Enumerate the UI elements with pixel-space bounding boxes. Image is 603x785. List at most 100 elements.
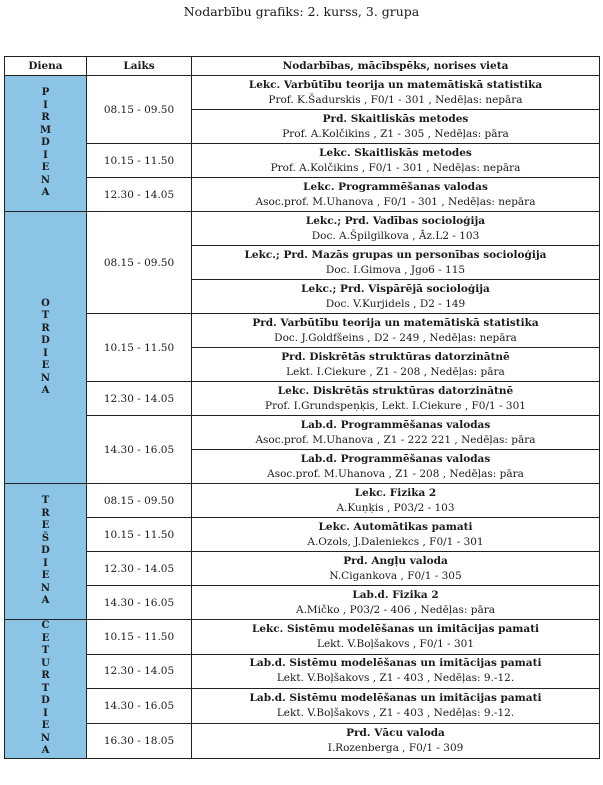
lesson-cell: Prd. Skaitliskās metodes Prof. A.Kolčikin… [191,109,600,144]
lesson-subject: Lab.d. Programmēšanas valodas [300,452,491,465]
lesson-cell: Lekc. Skaitliskās metodes Prof. A.Kolčiki… [191,143,600,178]
lesson-cell: Lekc. Varbūtību teorija un matemātiskā s… [191,75,600,110]
lesson-cell: Lab.d. Sistēmu modelēšanas un imitācijas… [191,653,600,690]
lesson-subject: Lekc. Fizika 2 [354,486,437,499]
lesson-cell: Lekc.; Prd. Vispārējā socioloģija Doc. V.… [191,279,600,314]
lesson-subject: Lab.d. Fizika 2 [352,588,439,601]
time-cell: 12.30 - 14.05 [86,177,192,212]
lesson-subject: Lekc. Sistēmu modelēšanas un imitācijas … [251,622,540,635]
lesson-details: Asoc.prof. M.Uhanova , Z1 - 222 221 , Ne… [255,433,536,446]
lesson-cell: Prd. Varbūtību teorija un matemātiskā st… [191,313,600,348]
lesson-subject: Lekc. Programmēšanas valodas [303,180,488,193]
lesson-subject: Lekc. Varbūtību teorija un matemātiskā s… [248,78,543,91]
table-row: T R E Š D I E N A 08.15 - 09.50 Lekc. Fizika 2 A.Ku… [4,483,600,620]
time-cell: 12.30 - 14.05 [86,381,192,416]
lesson-cell: Prd. Vācu valoda I.Rozenberga , F0/1 - 30… [191,722,600,759]
lesson-cell: Lab.d. Fizika 2 A.Mičko , P03/2 - 406 , N… [191,585,600,620]
table-row: 10.15 - 11.50 Lekc. Automātikas pamati A.O… [5,517,600,552]
lesson-details: Doc. A.Špilgilkova , Āz.L2 - 103 [311,229,480,242]
header-lesson: Nodarbības, mācībspēks, norises vieta [191,56,600,76]
time-cell: 12.30 - 14.05 [86,653,192,690]
table-row: Lekc.; Prd. Vispārējā socioloģija Doc. V.… [5,279,600,314]
lesson-cell: Lekc. Sistēmu modelēšanas un imitācijas … [191,619,600,655]
table-row: Lab.d. Programmēšanas valodas Asoc.prof. … [5,449,600,484]
lesson-cell: Prd. Diskrētās struktūras datorzinātnē Le… [191,347,600,382]
table-row: 12.30 - 14.05 Lab.d. Sistēmu modelēšanas … [5,653,600,690]
lesson-details: Lekt. I.Ciekure , Z1 - 208 , Nedēļas: pā… [286,365,505,378]
table-row: Prd. Diskrētās struktūras datorzinātnē Le… [5,347,600,382]
lesson-details: Doc. I.Gimova , Jgo6 - 115 [325,263,466,276]
lesson-details: Doc. J.Goldfšeins , D2 - 249 , Nedēļas: … [274,331,517,344]
lesson-cell: Lekc. Automātikas pamati A.Ozols, J.Dalen… [191,517,600,552]
lesson-cell: Lekc. Programmēšanas valodas Asoc.prof. M… [191,177,600,212]
lesson-subject: Prd. Varbūtību teorija un matemātiskā st… [252,316,539,329]
table-row: O T R D I E N A 08.15 - 09.50 Lekc.; Prd. Vadības… [4,211,600,484]
lesson-subject: Lab.d. Sistēmu modelēšanas un imitācijas… [249,657,542,670]
lesson-subject: Lekc.; Prd. Mazās grupas un personības s… [244,248,547,261]
lesson-subject: Lekc. Skaitliskās metodes [319,146,472,159]
lesson-cell: Lekc.; Prd. Mazās grupas un personības s… [191,245,600,280]
lesson-details: A.Kuņķis , P03/2 - 103 [336,501,455,514]
time-cell: 16.30 - 18.05 [86,722,192,759]
table-row: 10.15 - 11.50 Prd. Varbūtību teorija un m… [5,313,600,382]
table-row: C E T U R T D I E N A 10.15 - 11.50 Lekc. Sistēmu mo… [4,619,600,759]
lesson-details: I.Rozenberga , F0/1 - 309 [327,741,464,754]
time-cell: 08.15 - 09.50 [86,211,192,314]
lesson-cell: Lekc. Fizika 2 A.Kuņķis , P03/2 - 103 [191,483,600,518]
lesson-subject: Lekc.; Prd. Vadības socioloģija [305,214,486,227]
table-row: 16.30 - 18.05 Prd. Vācu valoda I.Rozenberg… [5,722,600,759]
time-cell: 10.15 - 11.50 [86,619,192,655]
lesson-subject: Prd. Angļu valoda [343,554,448,567]
lesson-details: Prof. I.Grundspeņķis, Lekt. I.Ciekure , … [265,399,526,412]
table-row: 12.30 - 14.05 Prd. Angļu valoda N.Cigankov… [5,551,600,586]
lesson-details: Lekt. V.Boļšakovs , Z1 - 403 , Nedēļas: … [276,672,515,685]
lesson-details: Asoc.prof. M.Uhanova , F0/1 - 301 , Nedē… [255,195,536,208]
lesson-cell: Lab.d. Programmēšanas valodas Asoc.prof. … [191,449,600,484]
lesson-subject: Lab.d. Programmēšanas valodas [300,418,491,431]
lesson-cell: Lab.d. Sistēmu modelēšanas un imitācijas… [191,688,600,724]
lesson-details: A.Mičko , P03/2 - 406 , Nedēļas: pāra [295,603,495,616]
lesson-details: Lekt. V.Boļšakovs , F0/1 - 301 [316,637,475,650]
lesson-cell: Lekc. Diskrētās struktūras datorzinātnē P… [191,381,600,416]
time-cell: 10.15 - 11.50 [86,517,192,552]
lesson-subject: Prd. Skaitliskās metodes [322,112,469,125]
lesson-subject: Prd. Diskrētās struktūras datorzinātnē [281,350,510,363]
lesson-details: Prof. K.Šadurskis , F0/1 - 301 , Nedēļas… [268,93,523,106]
lesson-subject: Prd. Vācu valoda [346,726,445,739]
lesson-cell: Prd. Angļu valoda N.Cigankova , F0/1 - 30… [191,551,600,586]
time-cell: 12.30 - 14.05 [86,551,192,586]
time-cell: 14.30 - 16.05 [86,415,192,484]
lesson-subject: Lekc.; Prd. Vispārējā socioloģija [301,282,490,295]
time-cell: 08.15 - 09.50 [86,483,192,518]
lesson-details: N.Cigankova , F0/1 - 305 [329,569,462,582]
time-cell: 10.15 - 11.50 [86,143,192,178]
lesson-details: Lekt. V.Boļšakovs , Z1 - 403 , Nedēļas: … [276,707,515,720]
table-row: 14.30 - 16.05 Lab.d. Programmēšanas valod… [5,415,600,484]
schedule-table: Diena Laiks Nodarbības, mācībspēks, nori… [4,56,600,759]
time-cell: 08.15 - 09.50 [86,75,192,144]
header-day: Diena [4,56,87,76]
table-row: Lekc.; Prd. Mazās grupas un personības s… [5,245,600,280]
table-row: 12.30 - 14.05 Lekc. Programmēšanas valoda… [5,177,600,212]
lesson-subject: Lab.d. Sistēmu modelēšanas un imitācijas… [249,692,542,705]
time-cell: 14.30 - 16.05 [86,688,192,724]
header-time: Laiks [86,56,192,76]
page-title: Nodarbību grafiks: 2. kurss, 3. grupa [183,4,420,19]
table-row: Prd. Skaitliskās metodes Prof. A.Kolčikin… [5,109,600,144]
lesson-cell: Lekc.; Prd. Vadības socioloģija Doc. A.Šp… [191,211,600,246]
table-row: 12.30 - 14.05 Lekc. Diskrētās struktūras … [5,381,600,416]
time-cell: 14.30 - 16.05 [86,585,192,620]
lesson-subject: Lekc. Diskrētās struktūras datorzinātnē [277,384,514,397]
lesson-subject: Lekc. Automātikas pamati [318,520,473,533]
lesson-details: Prof. A.Kolčikins , F0/1 - 301 , Nedēļas… [270,161,521,174]
lesson-cell: Lab.d. Programmēšanas valodas Asoc.prof. … [191,415,600,450]
lesson-details: Doc. V.Kurjidels , D2 - 149 [325,297,466,310]
